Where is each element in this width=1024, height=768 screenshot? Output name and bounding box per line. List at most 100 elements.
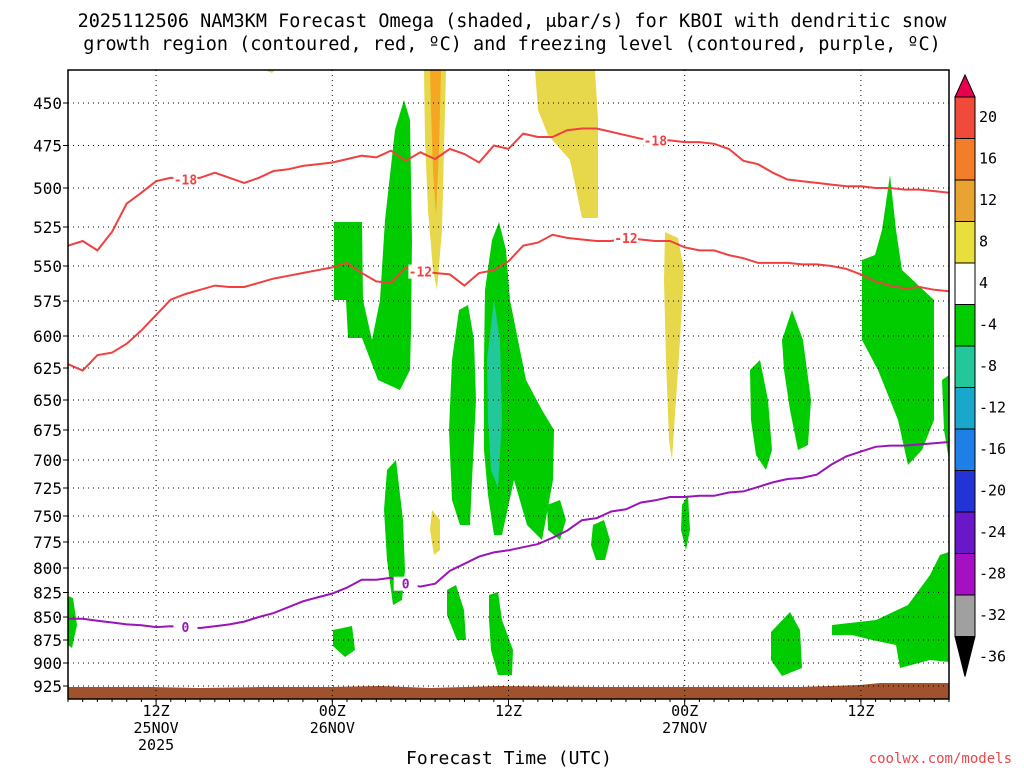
y-axis-ticks: 450 475 500 525 550 575 600 625 650 675 700 725 750 7…	[33, 94, 68, 696]
colorbar-segment	[954, 345, 976, 388]
contour-label-bg	[173, 172, 198, 187]
plot-frame	[67, 69, 950, 700]
omega-negative-region	[489, 592, 513, 675]
omega-negative-region	[547, 500, 566, 540]
colorbar-segment	[954, 553, 976, 596]
colorbar-segment	[954, 470, 976, 513]
colorbar-tick-label: -12	[979, 399, 1006, 417]
y-tick-label: 900	[33, 654, 62, 673]
y-tick-label: 800	[33, 559, 62, 578]
credit-text: coolwx.com/models	[869, 751, 1012, 767]
contour-label-bg	[643, 133, 668, 148]
y-tick-label: 450	[33, 94, 62, 113]
omega-negative-region	[487, 300, 502, 488]
colorbar-tick-label: 8	[979, 233, 988, 251]
omega-negative-region	[334, 100, 412, 390]
omega-negative-region	[771, 612, 802, 676]
colorbar-segment	[954, 304, 976, 347]
colorbar-tick-label: -28	[979, 565, 1006, 583]
omega-shading	[68, 70, 949, 676]
y-tick-label: 475	[33, 137, 62, 156]
y-tick-label: 625	[33, 359, 62, 378]
contour-lines: -18 -18 -12 -12 0 0	[67, 127, 950, 636]
colorbar-tick-label: -36	[979, 648, 1006, 666]
colorbar-tick-label: 20	[979, 108, 997, 126]
omega-positive-region	[430, 510, 440, 555]
contour-label-bg	[613, 230, 638, 245]
omega-positive-region	[430, 70, 441, 215]
x-tick-label: 2025	[138, 736, 174, 754]
colorbar-segment	[954, 428, 976, 471]
colorbar-tick-label: -32	[979, 606, 1006, 624]
colorbar-segment	[954, 221, 976, 264]
contour-label: -12	[614, 232, 637, 247]
y-tick-label: 725	[33, 479, 62, 498]
y-tick-label: 675	[33, 421, 62, 440]
x-tick-label: 12Z	[847, 702, 874, 720]
omega-positive-region	[535, 70, 598, 218]
contour-label: 0	[182, 621, 190, 636]
y-tick-label: 700	[33, 451, 62, 470]
omega-negative-region	[333, 626, 355, 657]
omega-negative-region	[942, 375, 949, 460]
colorbar-segment	[954, 179, 976, 222]
omega-negative-region	[832, 552, 949, 668]
contour-label: -18	[644, 134, 668, 149]
omega-negative-region	[68, 596, 77, 648]
grid-lines	[68, 70, 949, 699]
x-tick-label: 00Z	[319, 702, 346, 720]
x-tick-label: 12Z	[495, 702, 522, 720]
y-tick-label: 600	[33, 327, 62, 346]
y-tick-label: 575	[33, 292, 62, 311]
colorbar-tick-label: 4	[979, 274, 988, 292]
x-tick-label: 12Z	[143, 702, 170, 720]
colorbar-segment	[954, 387, 976, 430]
colorbar-tick-label: 12	[979, 191, 997, 209]
contour-label-bg	[393, 576, 418, 591]
omega-negative-region	[484, 222, 554, 540]
colorbar-segment	[954, 594, 976, 637]
omega-negative-region	[449, 305, 476, 525]
colorbar-segment	[954, 138, 976, 181]
y-tick-label: 525	[33, 218, 62, 237]
omega-negative-region	[681, 495, 690, 550]
contour-label: -18	[174, 174, 198, 189]
chart-title-line2: growth region (contoured, red, ºC) and f…	[83, 34, 941, 55]
colorbar-bottom-arrow	[954, 636, 976, 677]
colorbar-tick-label: -4	[979, 316, 997, 334]
chart-title-line1: 2025112506 NAM3KM Forecast Omega (shaded…	[78, 11, 948, 32]
colorbar-tick-label: -24	[979, 523, 1006, 541]
omega-negative-region	[750, 360, 772, 470]
colorbar: 20 16 12 8 4 -4 -8 -12 -16 -20 -24 -28 -32 -36	[954, 73, 1006, 677]
y-tick-label: 500	[33, 179, 62, 198]
colorbar-segment	[954, 262, 976, 305]
omega-negative-region	[591, 520, 610, 560]
colorbar-tick-label: -16	[979, 440, 1006, 458]
y-tick-label: 875	[33, 631, 62, 650]
y-tick-label: 825	[33, 584, 62, 603]
contour-label: -12	[409, 266, 432, 281]
x-tick-label: 27NOV	[662, 719, 707, 737]
y-tick-label: 650	[33, 391, 62, 410]
y-tick-label: 850	[33, 608, 62, 627]
colorbar-tick-label: -20	[979, 482, 1006, 500]
x-tick-label: 00Z	[671, 702, 698, 720]
contour-label-bg	[408, 264, 433, 279]
y-tick-label: 750	[33, 507, 62, 526]
omega-negative-region	[782, 310, 811, 450]
contour-line-0	[68, 441, 950, 630]
colorbar-top-arrow	[954, 73, 976, 98]
y-tick-label: 550	[33, 257, 62, 276]
x-axis-label: Forecast Time (UTC)	[406, 748, 612, 768]
y-tick-label: 925	[33, 677, 62, 696]
x-tick-label: 25NOV	[134, 719, 179, 737]
colorbar-tick-label: 16	[979, 150, 997, 168]
contour-line--12	[67, 233, 950, 372]
omega-negative-region	[384, 460, 405, 605]
contour-label-bg	[173, 620, 198, 635]
colorbar-segment	[954, 511, 976, 554]
contour-label: 0	[402, 578, 410, 593]
omega-negative-region	[447, 585, 466, 640]
